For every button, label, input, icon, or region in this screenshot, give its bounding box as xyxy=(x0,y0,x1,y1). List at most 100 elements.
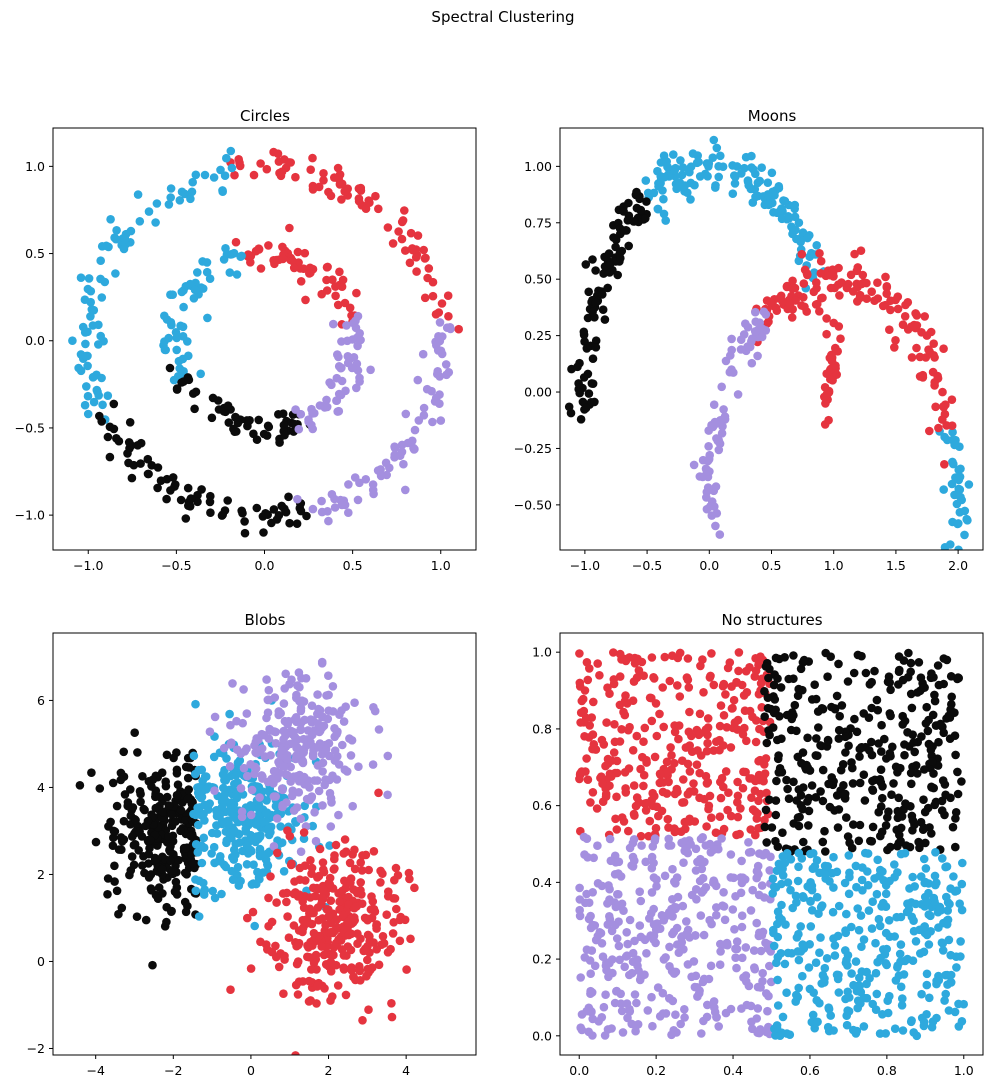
data-point-blue xyxy=(942,892,951,902)
data-point-red xyxy=(630,659,640,668)
data-point-black xyxy=(183,773,193,783)
data-point-blue xyxy=(877,902,886,911)
data-point-blue xyxy=(166,184,176,193)
data-point-red xyxy=(576,708,586,717)
data-point-black xyxy=(812,734,821,743)
x-tick-label: 1.5 xyxy=(886,558,906,573)
data-point-black xyxy=(613,270,622,280)
data-point-red xyxy=(707,813,716,822)
data-point-red xyxy=(726,811,736,821)
data-point-red xyxy=(818,293,827,303)
data-point-red xyxy=(274,962,284,972)
data-point-black xyxy=(158,807,167,817)
data-point-red xyxy=(834,322,844,331)
data-point-blue xyxy=(893,868,902,877)
data-point-red xyxy=(405,874,414,884)
data-point-purple xyxy=(322,402,332,412)
data-point-purple xyxy=(674,948,684,957)
data-point-red xyxy=(589,697,598,707)
data-point-red xyxy=(715,812,725,821)
data-point-blue xyxy=(794,256,804,266)
data-point-purple xyxy=(348,801,358,811)
data-point-black xyxy=(172,384,182,393)
data-point-red xyxy=(813,299,822,309)
data-point-red xyxy=(685,787,695,796)
data-point-black xyxy=(624,198,633,208)
data-point-red xyxy=(628,746,638,755)
data-point-purple xyxy=(266,751,275,760)
data-point-purple xyxy=(332,373,342,383)
y-tick-label: 0 xyxy=(37,954,45,969)
data-point-blue xyxy=(325,841,334,850)
data-point-purple xyxy=(749,946,759,955)
data-point-black xyxy=(169,753,178,763)
data-point-black xyxy=(811,751,821,760)
data-point-blue xyxy=(68,336,77,346)
data-point-red xyxy=(709,680,719,690)
data-point-black xyxy=(641,214,650,223)
data-point-red xyxy=(350,845,359,855)
data-point-red xyxy=(885,325,894,335)
data-point-red xyxy=(620,768,630,777)
data-point-black xyxy=(141,915,151,925)
data-point-purple xyxy=(338,740,347,750)
data-point-red xyxy=(326,927,336,937)
data-point-black xyxy=(867,703,876,713)
data-point-red xyxy=(625,653,634,662)
data-point-black xyxy=(951,842,960,852)
data-point-red xyxy=(371,191,380,201)
data-point-black xyxy=(171,817,180,826)
data-point-blue xyxy=(299,834,309,843)
data-point-blue xyxy=(868,897,877,906)
data-point-red xyxy=(930,353,939,362)
data-point-red xyxy=(722,723,732,732)
data-point-purple xyxy=(287,791,297,801)
data-point-purple xyxy=(368,760,378,769)
data-point-purple xyxy=(680,1005,689,1014)
data-point-blue xyxy=(863,880,873,890)
data-point-purple xyxy=(602,965,611,975)
data-point-red xyxy=(797,249,807,259)
data-point-purple xyxy=(634,966,643,975)
data-point-blue xyxy=(670,172,680,181)
data-point-purple xyxy=(296,847,306,856)
data-point-red xyxy=(802,269,812,278)
data-point-blue xyxy=(844,851,854,860)
data-point-red xyxy=(609,748,619,757)
data-point-purple xyxy=(280,762,289,771)
data-point-blue xyxy=(815,868,824,878)
data-point-purple xyxy=(258,774,267,783)
data-point-black xyxy=(240,517,249,526)
data-point-purple xyxy=(759,307,769,317)
data-point-blue xyxy=(935,902,945,912)
data-point-red xyxy=(687,731,696,741)
data-point-blue xyxy=(949,872,958,881)
data-point-black xyxy=(778,828,787,837)
data-point-red xyxy=(383,223,393,232)
data-point-purple xyxy=(622,928,631,937)
data-point-blue xyxy=(782,988,791,997)
data-point-black xyxy=(947,692,956,702)
data-point-purple xyxy=(677,838,686,848)
data-point-purple xyxy=(210,786,219,795)
data-point-black xyxy=(279,420,289,430)
data-point-black xyxy=(878,782,887,791)
data-point-purple xyxy=(228,679,237,688)
data-point-purple xyxy=(428,417,437,427)
data-point-purple xyxy=(636,972,646,982)
data-point-black xyxy=(841,732,850,742)
data-point-blue xyxy=(96,256,105,266)
data-point-red xyxy=(675,648,685,658)
subplot-title: Blobs xyxy=(245,611,286,629)
data-point-red xyxy=(655,769,665,779)
data-point-red xyxy=(689,779,698,788)
data-point-blue xyxy=(222,153,231,163)
data-point-blue xyxy=(200,772,210,781)
data-point-red xyxy=(617,655,626,664)
data-point-blue xyxy=(924,940,934,949)
data-point-blue xyxy=(135,217,145,226)
data-point-purple xyxy=(307,420,316,430)
data-point-black xyxy=(224,418,234,427)
data-point-red xyxy=(330,854,339,864)
data-point-purple xyxy=(668,864,677,874)
